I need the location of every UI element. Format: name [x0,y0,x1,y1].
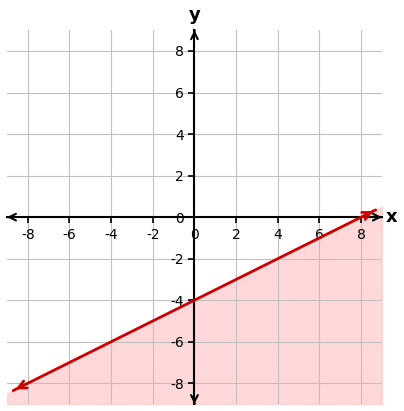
Text: y: y [189,6,200,24]
Text: x: x [386,208,398,226]
